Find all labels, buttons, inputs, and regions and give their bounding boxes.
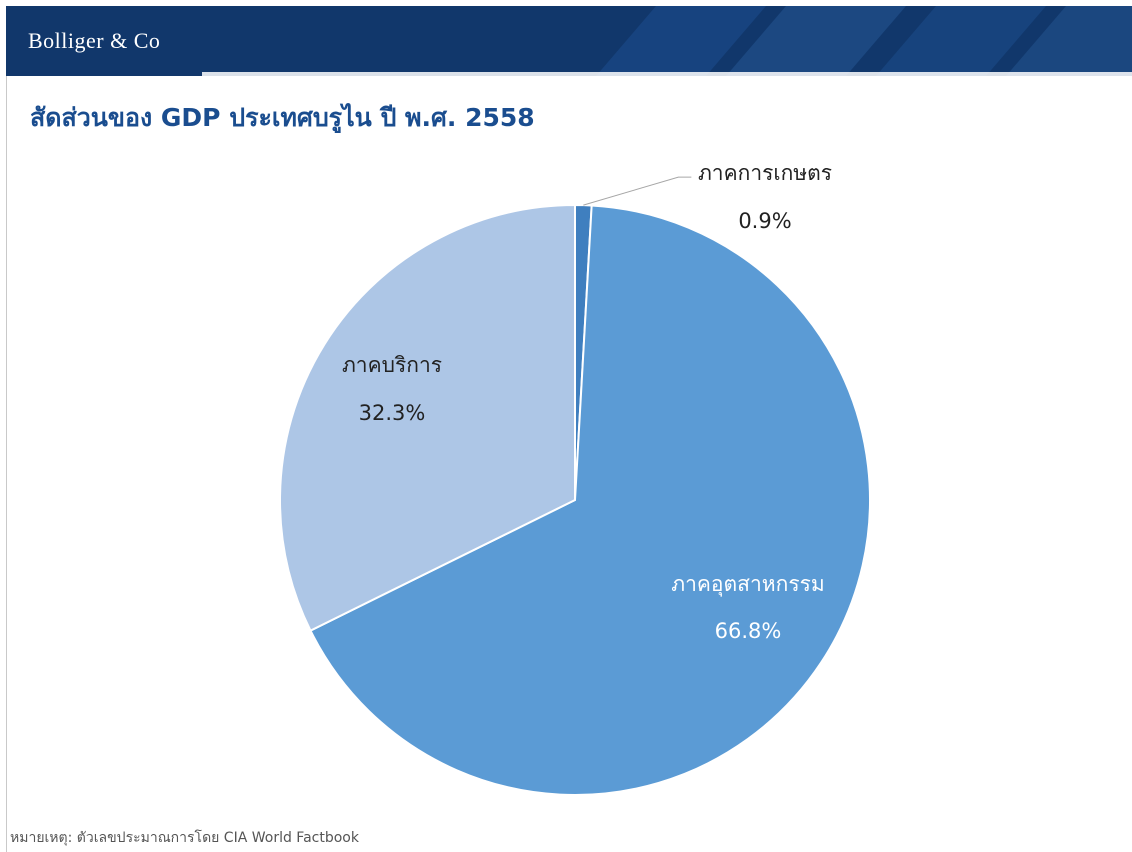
left-rule <box>6 76 7 852</box>
leader-line <box>583 176 692 206</box>
slice-value-label: 0.9% <box>738 209 791 233</box>
slice-value-label: 32.3% <box>359 401 426 425</box>
slice-category-label: ภาคอุตสาหกรรม <box>671 572 825 597</box>
slice-value-label: 66.8% <box>715 619 782 643</box>
chart-title: สัดส่วนของ GDP ประเทศบรูไน ปี พ.ศ. 2558 <box>30 103 535 132</box>
header-stripe <box>202 72 1132 76</box>
header-bar: Bolliger & Co <box>6 6 1132 76</box>
header-decoration <box>596 6 1132 76</box>
brand-logo: Bolliger & Co <box>28 28 161 53</box>
slice-category-label: ภาคบริการ <box>342 353 442 377</box>
pie-slice-2 <box>309 204 871 796</box>
footnote: หมายเหตุ: ตัวเลขประมาณการโดย CIA World F… <box>10 830 359 846</box>
slice-category-label: ภาคการเกษตร <box>698 161 832 185</box>
pie-slice-3 <box>279 203 576 632</box>
